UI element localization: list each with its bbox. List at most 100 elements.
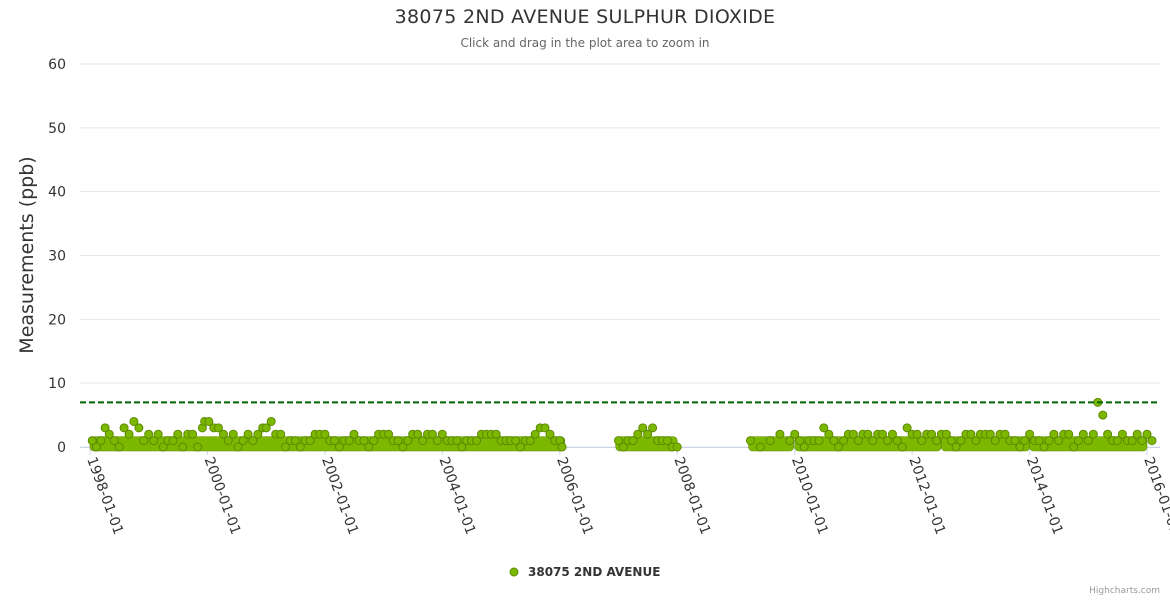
data-point: [281, 442, 291, 452]
data-point: [149, 436, 159, 446]
data-point: [902, 423, 912, 433]
data-point: [178, 442, 188, 452]
data-point: [432, 436, 442, 446]
data-point: [1015, 442, 1025, 452]
data-point: [633, 429, 643, 439]
data-point: [153, 429, 163, 439]
data-point: [305, 436, 315, 446]
credits-link[interactable]: Highcharts.com: [1089, 586, 1160, 596]
data-point: [956, 436, 966, 446]
data-point: [897, 442, 907, 452]
data-point: [104, 429, 114, 439]
data-point: [403, 436, 413, 446]
data-point: [491, 429, 501, 439]
y-axis-labels: 0 10 20 30 40 50 60: [48, 57, 66, 456]
data-point: [515, 442, 525, 452]
data-point: [814, 436, 824, 446]
data-point: [614, 436, 623, 446]
data-point: [1132, 429, 1142, 439]
data-point: [927, 429, 937, 439]
data-point: [1064, 429, 1074, 439]
data-point: [1078, 429, 1088, 439]
chart-subtitle: Click and drag in the plot area to zoom …: [460, 36, 710, 50]
data-point: [819, 423, 829, 433]
data-point: [119, 423, 129, 433]
data-point: [985, 429, 995, 439]
data-point: [790, 429, 800, 439]
legend[interactable]: 38075 2ND AVENUE: [509, 565, 660, 579]
y-tick-label: 60: [48, 57, 66, 73]
data-point: [320, 429, 330, 439]
data-point: [951, 442, 961, 452]
data-point: [643, 429, 653, 439]
chart-title: 38075 2ND AVENUE SULPHUR DIOXIDE: [394, 6, 776, 28]
data-point: [413, 429, 423, 439]
y-tick-label: 20: [48, 312, 66, 328]
data-point: [384, 429, 394, 439]
data-point: [452, 436, 462, 446]
data-point: [344, 436, 354, 446]
data-point: [334, 442, 344, 452]
data-point: [329, 436, 339, 446]
data-point: [144, 429, 154, 439]
data-point: [662, 436, 672, 446]
data-point: [755, 442, 765, 452]
data-point: [990, 436, 1000, 446]
data-point: [1010, 436, 1020, 446]
data-point: [204, 416, 214, 426]
data-point: [238, 436, 248, 446]
data-point: [648, 423, 658, 433]
data-point: [213, 423, 223, 433]
y-tick-label: 0: [57, 440, 66, 456]
data-point: [765, 436, 775, 446]
data-point: [218, 429, 228, 439]
x-tick-label: 2000-01-01: [201, 455, 244, 537]
data-point: [511, 436, 521, 446]
data-point: [1054, 436, 1064, 446]
data-point: [139, 436, 149, 446]
y-tick-label: 10: [48, 376, 66, 392]
x-axis-labels: 1998-01-01 2000-01-01 2002-01-01 2004-01-01…: [83, 455, 1170, 537]
data-point: [1088, 429, 1098, 439]
data-point: [168, 436, 178, 446]
data-point: [158, 442, 168, 452]
data-point: [472, 436, 482, 446]
data-point: [775, 429, 785, 439]
y-tick-label: 30: [48, 249, 66, 265]
data-point: [525, 436, 535, 446]
data-point: [530, 429, 540, 439]
data-point: [1098, 410, 1108, 420]
x-tick-label: 2014-01-01: [1023, 455, 1066, 537]
data-point: [557, 442, 567, 452]
data-point: [1117, 429, 1127, 439]
data-point: [887, 429, 897, 439]
data-point: [1103, 429, 1113, 439]
data-point: [295, 442, 305, 452]
data-point: [824, 429, 834, 439]
data-point: [261, 423, 271, 433]
x-tick-label: 2002-01-01: [318, 455, 361, 537]
data-point: [1000, 429, 1010, 439]
data-point: [878, 429, 888, 439]
data-point: [266, 416, 276, 426]
data-point: [91, 442, 101, 452]
data-point: [96, 436, 106, 446]
data-point: [129, 416, 139, 426]
data-point: [134, 423, 144, 433]
data-point: [540, 423, 550, 433]
data-point: [672, 442, 682, 452]
data-point: [253, 429, 263, 439]
data-point: [1034, 436, 1044, 446]
legend-label[interactable]: 38075 2ND AVENUE: [528, 565, 660, 579]
y-axis-title: Measurements (ppb): [16, 156, 38, 353]
data-point: [1127, 436, 1137, 446]
data-point: [882, 436, 892, 446]
data-point: [868, 436, 878, 446]
data-point: [917, 436, 927, 446]
data-point: [618, 442, 628, 452]
data-point: [863, 429, 873, 439]
data-points[interactable]: [87, 397, 1157, 452]
data-point: [892, 436, 902, 446]
data-point: [427, 429, 437, 439]
